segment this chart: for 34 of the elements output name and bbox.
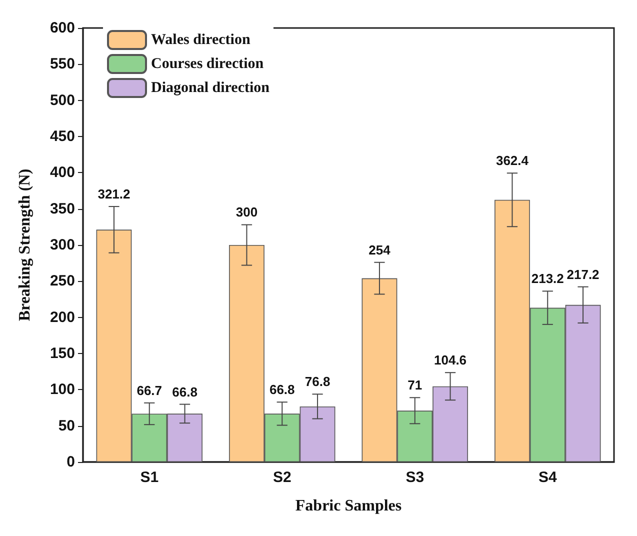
legend-label: Courses direction (151, 56, 264, 72)
data-label: 300 (236, 204, 258, 220)
data-label: 254 (368, 242, 392, 258)
data-label: 66.7 (136, 382, 162, 398)
data-label: 66.8 (172, 384, 198, 400)
legend-label: Diagonal direction (151, 80, 270, 96)
y-tick-label: 150 (50, 345, 75, 362)
y-tick-label: 200 (50, 308, 75, 326)
y-tick-label: 250 (50, 272, 75, 290)
y-tick-label: 300 (50, 236, 75, 254)
data-label: 217.2 (566, 266, 600, 282)
y-tick-label: 400 (50, 164, 75, 182)
y-tick-label: 500 (50, 92, 75, 109)
data-label: 362.4 (496, 153, 530, 168)
y-tick-label: 50 (58, 417, 75, 434)
data-label: 104.6 (434, 352, 467, 368)
x-axis-title: Fabric Samples (295, 498, 402, 514)
y-tick-label: 350 (50, 200, 75, 218)
y-tick-label: 600 (50, 20, 75, 36)
data-label: 213.2 (531, 271, 564, 286)
y-tick-label: 0 (66, 454, 75, 470)
legend-label: Wales direction (151, 32, 251, 48)
y-axis-title: Breaking Strength (N) (16, 168, 34, 322)
y-tick-label: 100 (50, 381, 75, 398)
data-label: 76.8 (304, 374, 330, 390)
x-tick-label: S1 (140, 469, 159, 486)
x-tick-label: S2 (272, 469, 292, 486)
data-label: 71 (408, 378, 422, 393)
data-label: 321.2 (98, 186, 130, 202)
y-tick-label: 450 (50, 128, 75, 145)
x-tick-label: S3 (406, 469, 424, 486)
y-tick-label: 550 (50, 56, 75, 73)
data-label: 66.8 (269, 382, 295, 398)
x-tick-label: S4 (538, 469, 558, 486)
